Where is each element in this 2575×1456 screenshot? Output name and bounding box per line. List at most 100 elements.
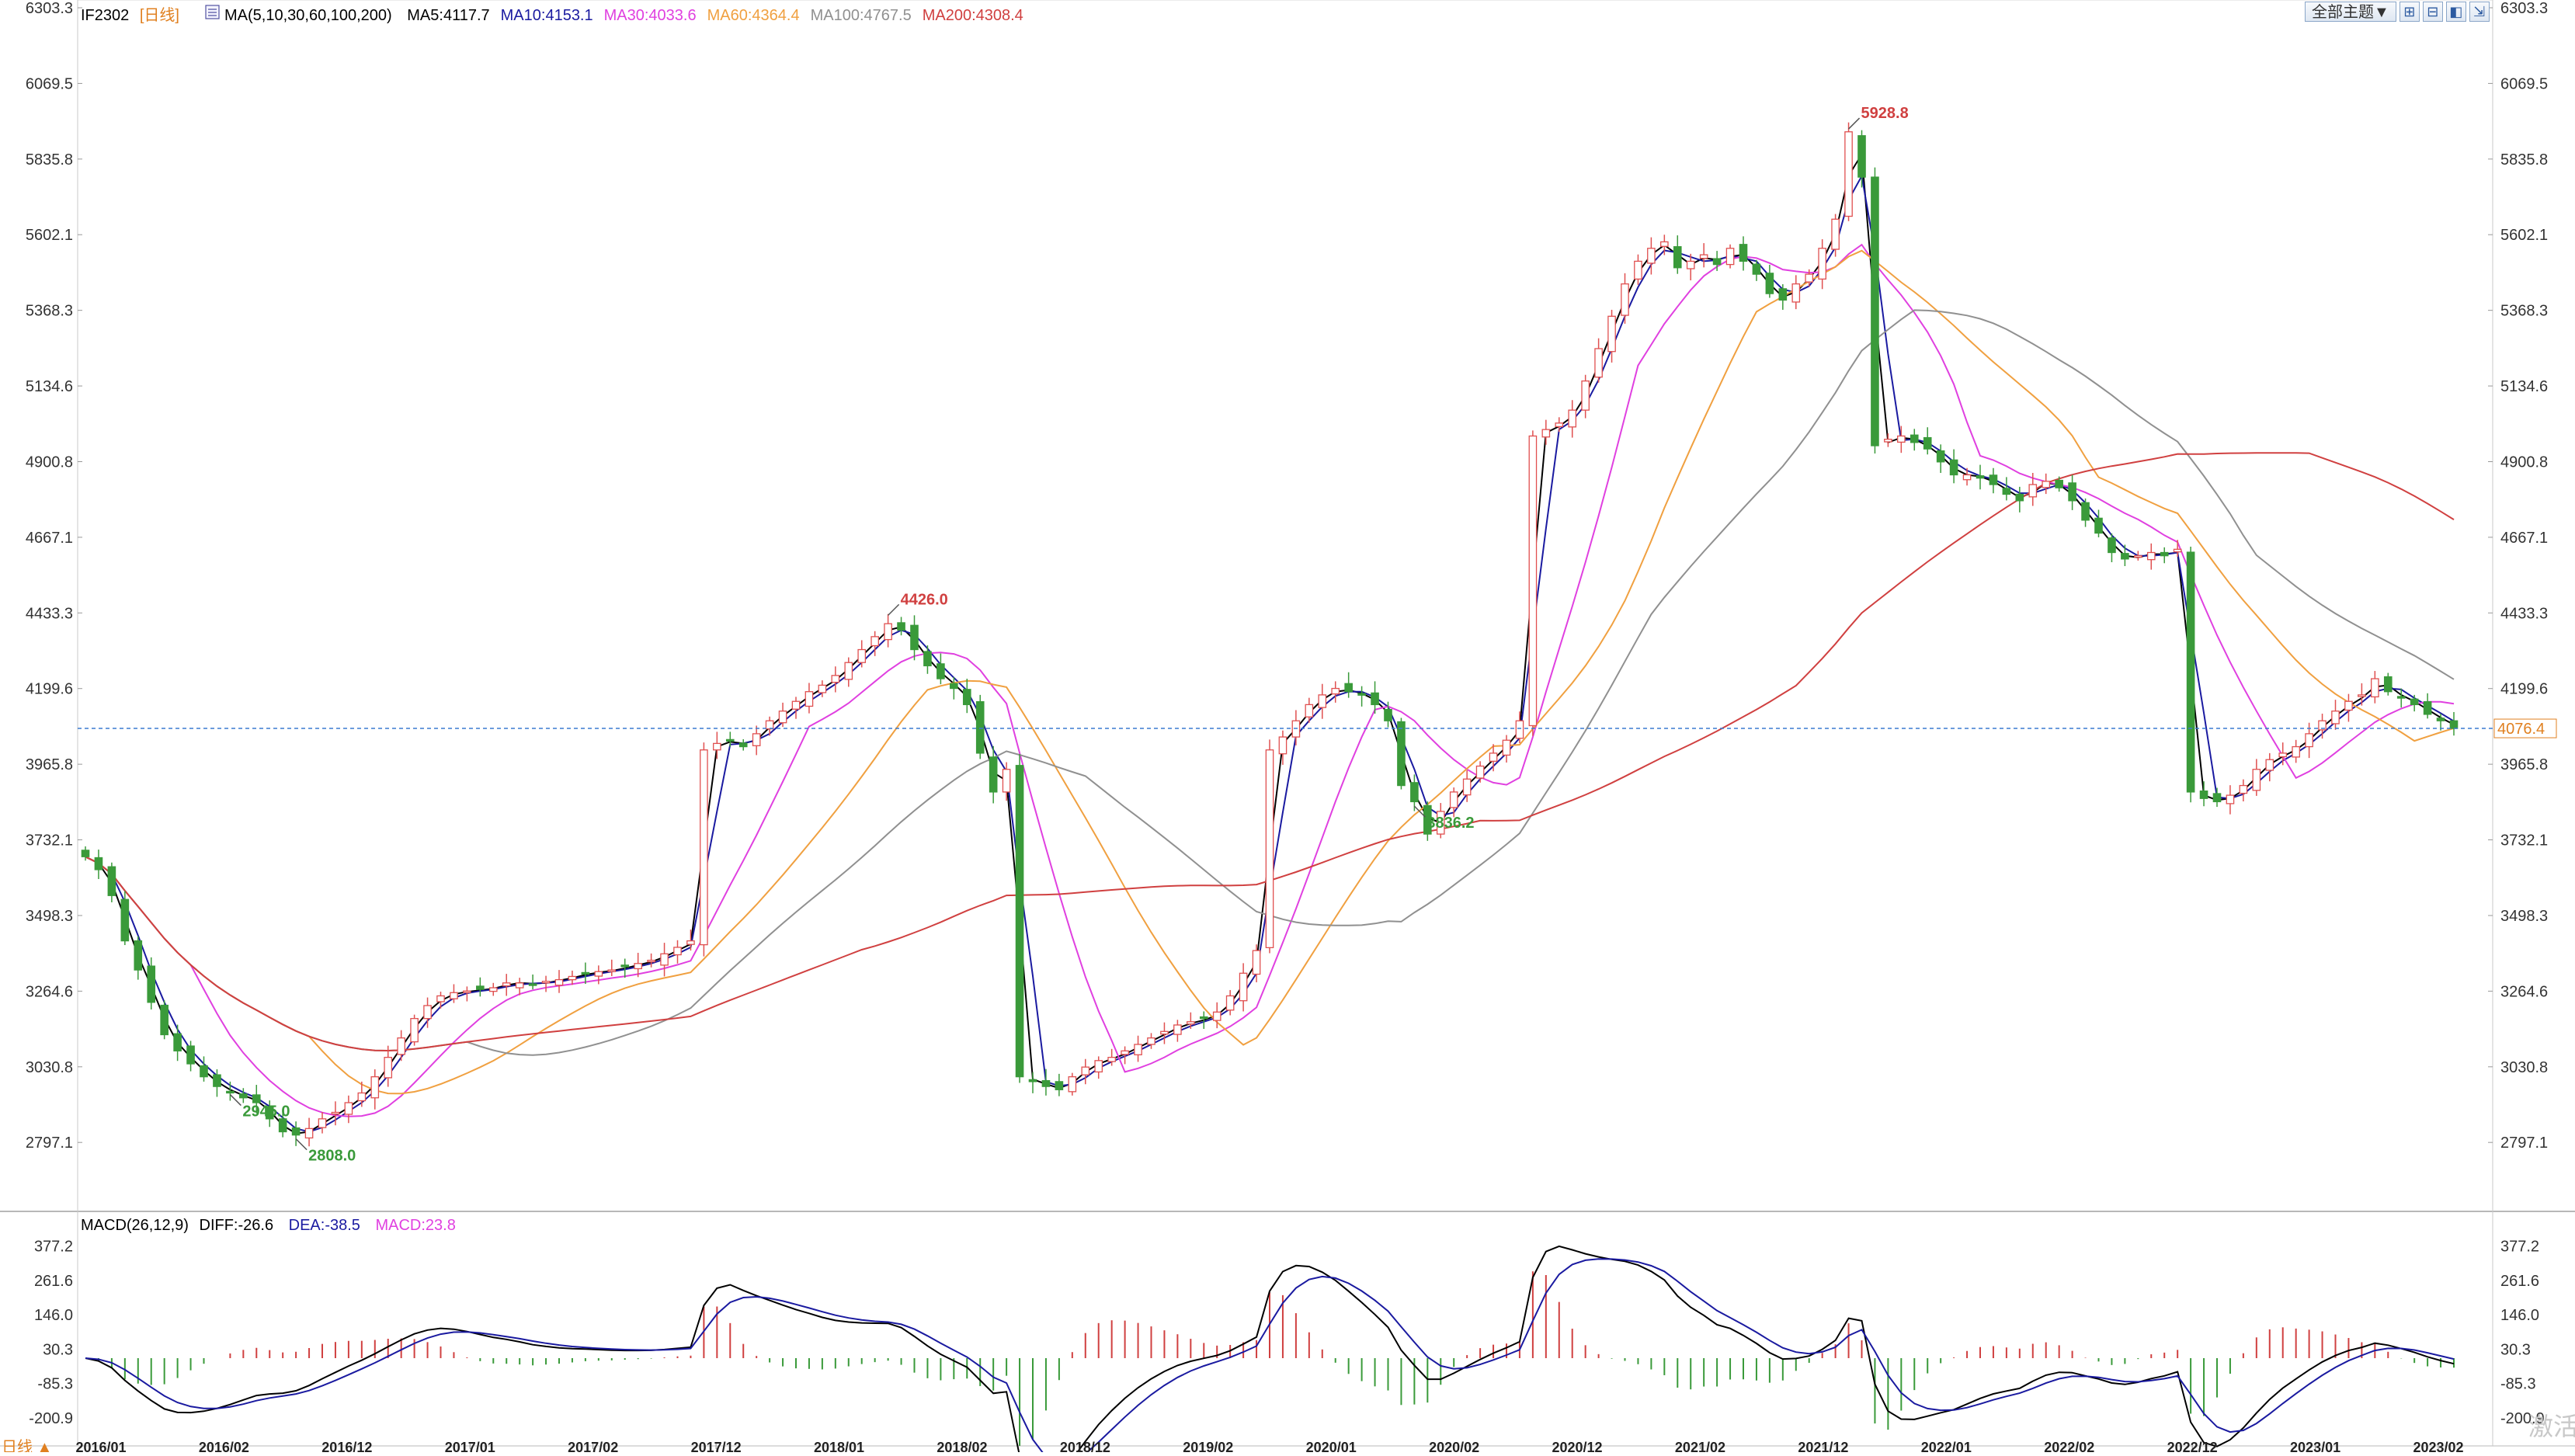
- candle-body: [1884, 438, 1892, 443]
- ma-value-label: MA60:4364.4: [707, 7, 800, 24]
- candle-body: [647, 959, 655, 963]
- candle-body: [2331, 711, 2340, 725]
- candle-body: [1265, 749, 1274, 949]
- candle-body: [660, 953, 669, 966]
- price-tick-label-left: 3732.1: [26, 832, 73, 850]
- candle-body: [1686, 260, 1695, 269]
- window-icon[interactable]: ◧: [2445, 2, 2466, 22]
- candle-body: [1357, 693, 1366, 696]
- candle-body: [410, 1017, 419, 1043]
- candle-body: [1910, 434, 1919, 443]
- price-tick-label-left: 4900.8: [26, 453, 73, 471]
- candle-body: [265, 1106, 274, 1120]
- candle-body: [831, 675, 840, 683]
- period-switch-label[interactable]: 日线 ▲: [2, 1438, 52, 1456]
- time-tick-label: 2017/02: [568, 1440, 618, 1452]
- macd-tick-label-right: 377.2: [2500, 1239, 2539, 1256]
- candle-body: [147, 965, 156, 1003]
- candle-body: [2042, 481, 2051, 488]
- candle-body: [502, 982, 511, 987]
- candle-body: [1673, 246, 1682, 269]
- candle-body: [2423, 700, 2432, 715]
- candle-body: [1989, 474, 1998, 485]
- candle-body: [1305, 704, 1314, 718]
- macd-diff-label: DIFF:-26.6: [200, 1217, 274, 1234]
- candle-body: [1976, 475, 1985, 479]
- candle-body: [1015, 765, 1024, 1078]
- candle-body: [1187, 1021, 1195, 1025]
- candle-body: [1410, 782, 1419, 803]
- candle-body: [1068, 1075, 1077, 1093]
- time-tick-label: 2021/02: [1675, 1440, 1725, 1452]
- candle-body: [1936, 450, 1945, 463]
- indicator-settings-icon-lines: [208, 9, 217, 16]
- candle-body: [2146, 551, 2156, 561]
- candle-body: [765, 720, 774, 730]
- candle-body: [488, 987, 498, 992]
- theme-dropdown-button[interactable]: 全部主题▼: [2305, 2, 2396, 22]
- candle-body: [791, 700, 801, 710]
- macd-tick-label-left: 377.2: [34, 1239, 73, 1256]
- candle-body: [1449, 791, 1458, 808]
- candle-body: [1462, 778, 1472, 796]
- candle-body: [752, 733, 761, 746]
- price-annotations: 5928.8 4426.0 2808.0 2945.0 3836.2: [229, 105, 1909, 1165]
- zoom-out-icon[interactable]: ⊟: [2422, 2, 2443, 22]
- candle-body: [1581, 380, 1590, 411]
- candle-body: [1331, 687, 1340, 695]
- ma-value-label: MA100:4767.5: [811, 7, 912, 24]
- macd-tick-label-right: -85.3: [2500, 1376, 2536, 1393]
- annotation-pointer: [295, 1138, 308, 1151]
- time-tick-label: 2017/01: [445, 1440, 495, 1452]
- time-tick-label: 2023/02: [2413, 1440, 2463, 1452]
- annotation-pointer: [229, 1094, 242, 1107]
- candle-body: [1739, 244, 1748, 262]
- candle-body: [1857, 135, 1866, 178]
- candle-body: [1199, 1016, 1208, 1020]
- period-label: [日线]: [140, 6, 179, 24]
- candle-body: [1699, 254, 1708, 259]
- candle-body: [1621, 283, 1629, 316]
- candle-body: [541, 981, 551, 984]
- candle-body: [2028, 484, 2038, 498]
- time-tick-label: 2016/01: [75, 1440, 126, 1452]
- price-tick-label-left: 2797.1: [26, 1135, 73, 1152]
- price-tick-label-right: 3030.8: [2500, 1059, 2548, 1076]
- candle-body: [1081, 1066, 1090, 1075]
- candle-body: [1923, 436, 1932, 450]
- candle-body: [1371, 692, 1379, 706]
- candle-body: [2410, 698, 2419, 706]
- zoom-in-icon[interactable]: ⊞: [2399, 2, 2420, 22]
- candle-body: [1568, 409, 1577, 428]
- candle-body: [476, 985, 485, 990]
- price-tick-label-right: 4667.1: [2500, 530, 2548, 547]
- macd-params-label: MACD(26,12,9): [81, 1217, 189, 1234]
- annotation-pointer: [1848, 117, 1861, 130]
- current-price-label: 4076.4: [2497, 721, 2545, 738]
- candle-body: [1318, 694, 1327, 708]
- time-tick-label: 2016/12: [321, 1440, 372, 1452]
- candle-body: [1160, 1030, 1169, 1035]
- ma10-line: [85, 173, 2455, 1133]
- candle-body: [738, 742, 748, 748]
- expand-icon[interactable]: ⇲: [2469, 2, 2490, 22]
- candle-body: [2108, 537, 2116, 554]
- candle-body: [304, 1128, 314, 1139]
- macd-tick-label-left: 30.3: [43, 1341, 73, 1358]
- candle-body: [2134, 555, 2142, 558]
- candle-body: [700, 749, 708, 946]
- price-tick-label-right: 5134.6: [2500, 378, 2548, 395]
- macd-tick-label-right: -200.9: [2500, 1410, 2545, 1427]
- annotation-pointer: [888, 603, 900, 616]
- current-price-line: 4076.4: [78, 718, 2557, 738]
- macd-tick-label-left: 146.0: [34, 1307, 73, 1324]
- ma5-line: [85, 151, 2455, 1135]
- candle-body: [2371, 678, 2379, 698]
- time-tick-label: 2016/02: [199, 1440, 249, 1452]
- candle-body: [713, 742, 721, 751]
- candle-body: [1134, 1044, 1142, 1055]
- candle-body: [581, 971, 590, 975]
- candle-body: [1725, 248, 1735, 266]
